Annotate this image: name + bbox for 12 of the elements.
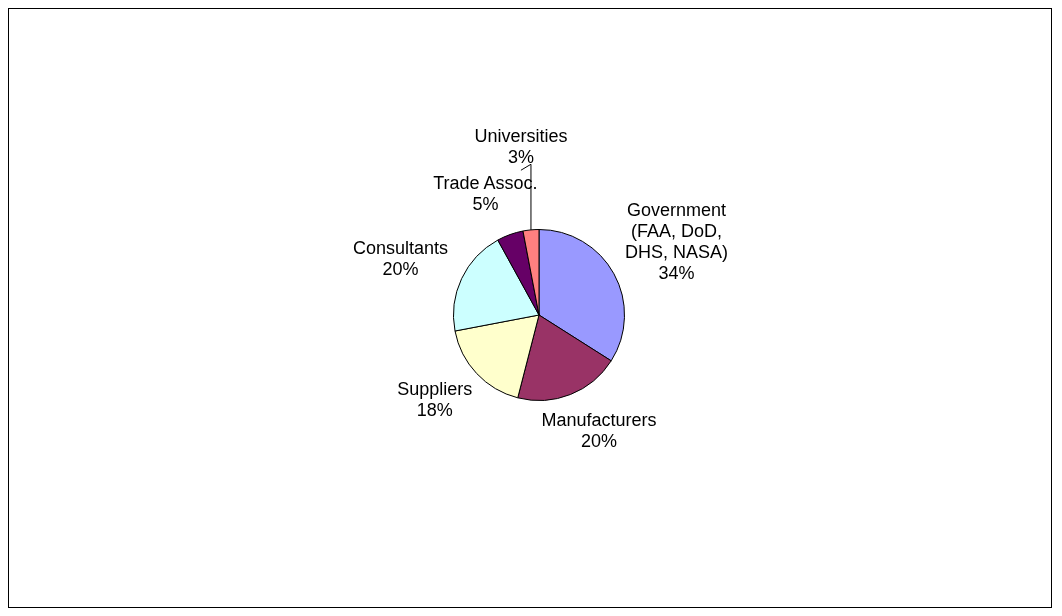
slice-label: Consultants xyxy=(353,238,449,259)
slice-label: Universities xyxy=(474,126,568,147)
data-label: 34% xyxy=(658,262,695,283)
slice-label: Government (FAA, DoD, DHS, NASA) xyxy=(625,199,729,262)
data-label: 5% xyxy=(472,193,499,214)
data-label: 3% xyxy=(507,147,534,168)
data-label: 20% xyxy=(581,430,618,451)
data-label: 18% xyxy=(416,399,453,420)
data-label: 20% xyxy=(382,259,419,280)
slice-label: Manufacturers xyxy=(541,409,657,430)
slice-label: Suppliers xyxy=(397,378,473,399)
slice-label: Trade Assoc. xyxy=(433,172,538,193)
